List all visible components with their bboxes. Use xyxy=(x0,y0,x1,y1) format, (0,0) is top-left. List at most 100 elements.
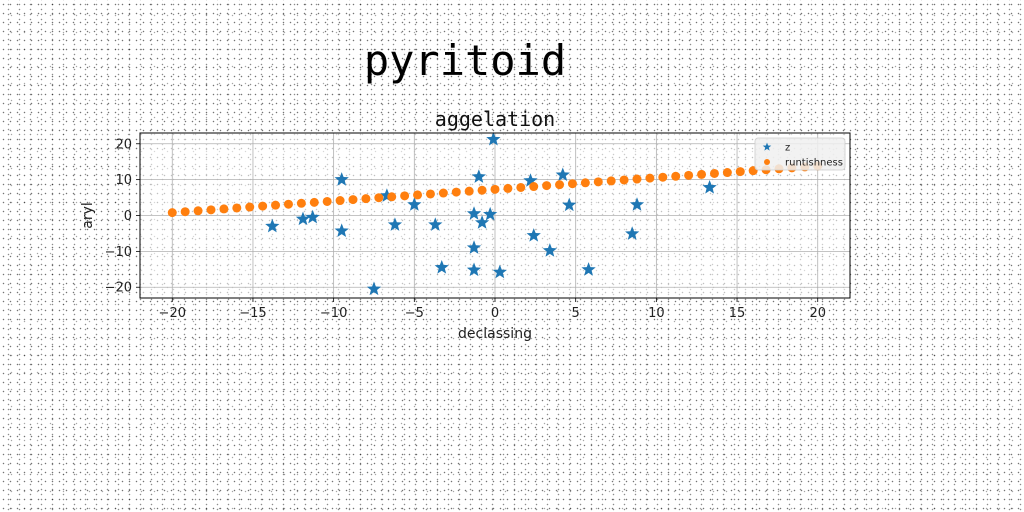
data-point-circle xyxy=(697,169,707,179)
legend: z runtishness xyxy=(754,137,846,171)
data-point-circle xyxy=(245,202,255,212)
data-point-circle xyxy=(542,181,552,191)
x-tick-label: −10 xyxy=(320,306,347,321)
data-point-circle xyxy=(477,185,487,195)
data-point-star xyxy=(407,197,422,211)
data-point-star xyxy=(265,218,280,233)
data-point-star xyxy=(295,211,311,226)
data-point-circle xyxy=(283,199,293,209)
data-point-circle xyxy=(335,196,345,206)
data-point-circle xyxy=(180,207,190,217)
data-point-circle xyxy=(529,182,539,192)
data-point-circle xyxy=(619,175,629,185)
data-point-star xyxy=(486,131,501,146)
x-axis-label: declassing xyxy=(458,326,532,342)
data-point-star xyxy=(562,197,577,212)
data-point-star xyxy=(334,172,349,186)
data-point-star xyxy=(466,206,482,220)
plot-frame xyxy=(139,132,851,299)
data-point-circle xyxy=(722,168,732,178)
data-point-star xyxy=(542,243,557,257)
data-point-star xyxy=(334,223,349,237)
data-point-star xyxy=(434,260,449,274)
y-tick-label: 10 xyxy=(115,173,132,188)
data-point-star xyxy=(492,264,507,279)
data-point-circle xyxy=(451,187,461,197)
data-point-star xyxy=(366,281,382,296)
legend-box xyxy=(754,137,846,171)
data-point-circle xyxy=(206,205,216,215)
x-tick-label: 0 xyxy=(491,306,499,321)
data-point-circle xyxy=(348,195,358,205)
data-point-circle xyxy=(258,201,268,211)
x-tick-label: −5 xyxy=(405,306,424,321)
data-point-star xyxy=(379,188,395,202)
data-point-circle xyxy=(193,206,203,216)
data-point-circle xyxy=(438,188,448,198)
data-point-circle xyxy=(516,182,526,192)
data-point-circle xyxy=(322,196,332,206)
data-point-circle xyxy=(555,180,565,190)
data-point-circle xyxy=(271,200,281,210)
data-point-circle xyxy=(361,194,371,204)
x-tick-label: −15 xyxy=(239,306,266,321)
legend-label: runtishness xyxy=(785,158,843,169)
data-point-circle xyxy=(167,208,177,218)
page-title: pyritoid xyxy=(363,36,567,85)
data-point-circle xyxy=(425,189,435,199)
grid-lines xyxy=(140,133,850,298)
x-axis-ticks: −20 −15 −10 −5 0 5 10 15 20 xyxy=(159,298,826,321)
data-point-star xyxy=(702,180,717,194)
data-point-circle xyxy=(413,190,423,200)
x-tick-label: 20 xyxy=(809,306,826,321)
y-axis-label: aryl xyxy=(80,202,96,229)
data-point-circle xyxy=(374,193,384,203)
data-point-star xyxy=(483,206,498,221)
data-point-star xyxy=(629,197,645,211)
chart-title: aggelation xyxy=(435,107,555,131)
data-point-circle xyxy=(464,186,474,196)
data-point-circle xyxy=(219,204,229,214)
data-point-star xyxy=(474,215,490,229)
data-point-circle xyxy=(232,203,242,213)
data-point-star xyxy=(523,173,538,187)
y-axis-ticks: −20 −10 0 10 20 xyxy=(105,137,140,296)
data-point-circle xyxy=(567,179,577,189)
y-tick-label: 20 xyxy=(115,137,132,152)
data-point-circle xyxy=(709,168,719,178)
y-tick-label: −10 xyxy=(105,245,132,260)
y-tick-label: −20 xyxy=(105,281,132,296)
data-point-star xyxy=(471,169,486,183)
data-point-circle xyxy=(645,173,655,183)
data-point-circle xyxy=(606,176,616,186)
data-point-star xyxy=(428,217,443,231)
data-point-circle xyxy=(658,172,668,182)
data-point-star xyxy=(625,226,640,240)
data-point-circle xyxy=(580,178,590,188)
data-point-circle xyxy=(309,197,319,207)
x-tick-label: −20 xyxy=(159,306,186,321)
x-tick-label: 5 xyxy=(572,306,580,321)
series-z xyxy=(265,131,717,296)
data-point-circle xyxy=(735,167,745,177)
data-point-circle xyxy=(503,183,513,193)
x-tick-label: 15 xyxy=(729,306,746,321)
data-point-circle xyxy=(593,177,603,187)
data-point-circle xyxy=(684,170,694,180)
data-point-circle xyxy=(296,198,306,208)
legend-marker-circle xyxy=(764,159,770,165)
data-point-star xyxy=(555,167,570,182)
data-point-circle xyxy=(400,191,410,201)
data-point-star xyxy=(305,209,320,224)
data-point-circle xyxy=(632,174,642,184)
legend-marker-star xyxy=(762,142,772,151)
y-tick-label: 0 xyxy=(124,209,132,224)
data-point-star xyxy=(466,262,482,277)
x-tick-label: 10 xyxy=(648,306,665,321)
data-point-star xyxy=(581,262,596,276)
data-point-circle xyxy=(490,184,500,194)
data-point-star xyxy=(387,217,403,231)
legend-label: z xyxy=(785,143,790,154)
data-point-star xyxy=(466,240,482,254)
